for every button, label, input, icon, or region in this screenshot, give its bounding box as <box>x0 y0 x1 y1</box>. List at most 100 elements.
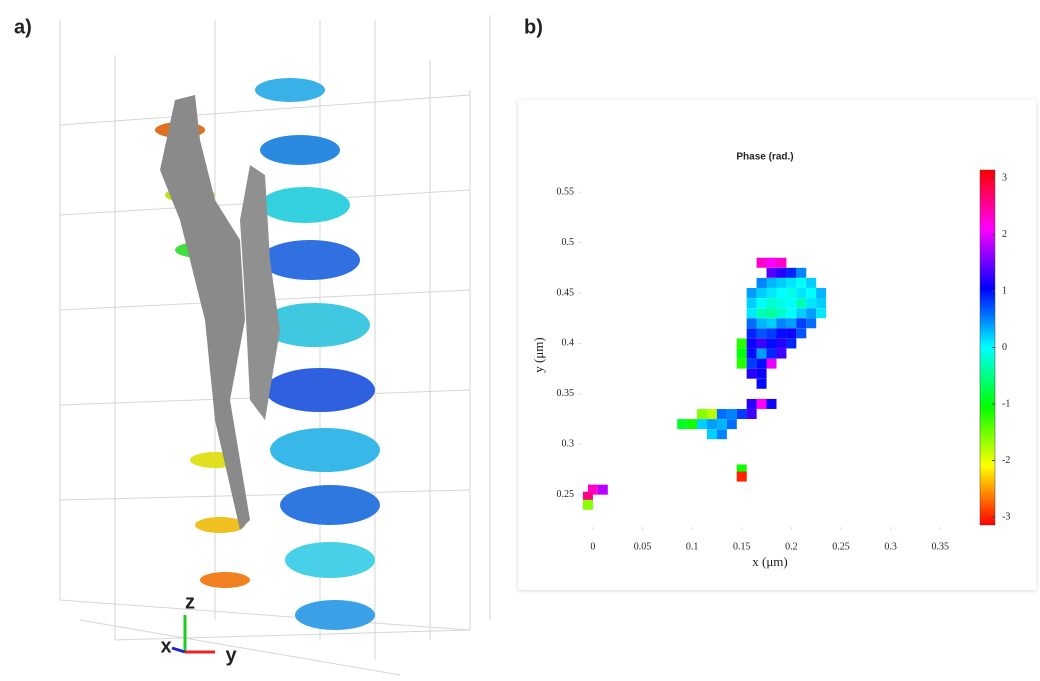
heatmap-cell <box>776 277 787 288</box>
heatmap-cell <box>816 308 827 319</box>
heatmap-cell <box>756 398 767 409</box>
y-tick-label: 0.45 <box>557 287 575 298</box>
colorbar-tick-label: 3 <box>1002 172 1007 183</box>
heatmap-cell <box>756 318 767 329</box>
x-tick-label: 0.05 <box>634 541 652 552</box>
heatmap-cell <box>716 429 727 440</box>
heatmap-cell <box>756 358 767 369</box>
heatmap-cell <box>796 298 807 309</box>
heatmap-cell <box>776 288 787 299</box>
heatmap-cell <box>706 419 717 430</box>
heatmap-cell <box>736 358 747 369</box>
heatmap-cell <box>776 318 787 329</box>
heatmap-cell <box>706 429 717 440</box>
heatmap-cell <box>776 338 787 349</box>
heatmap-cell <box>766 257 777 268</box>
heatmap-cell <box>786 298 797 309</box>
heatmap-cell <box>816 298 827 309</box>
heatmap-cell <box>786 288 797 299</box>
heatmap-cell <box>726 419 737 430</box>
heatmap-cell <box>786 318 797 329</box>
heatmap-cell <box>582 499 593 510</box>
heatmap-cell <box>786 338 797 349</box>
panel-label: a) <box>14 16 32 38</box>
colorbar-tick-label: -2 <box>1002 455 1010 466</box>
3d-slices <box>155 78 380 630</box>
heatmap-cell <box>796 288 807 299</box>
heatmap-cell <box>697 409 708 420</box>
y-tick-label: 0.55 <box>557 186 575 197</box>
heatmap-cell <box>766 277 777 288</box>
heatmap-cell <box>796 308 807 319</box>
y-tick-label: 0.25 <box>557 489 575 500</box>
colorbar-tick-label: 0 <box>1002 342 1007 353</box>
heatmap-cell <box>786 308 797 319</box>
heatmap-cell <box>756 277 767 288</box>
y-tick-label: 0.35 <box>557 388 575 399</box>
heatmap-cell <box>776 298 787 309</box>
x-axis-label: x (μm) <box>752 554 788 569</box>
heatmap-cell <box>796 328 807 339</box>
heatmap-cell <box>716 409 727 420</box>
heatmap-cell <box>756 328 767 339</box>
heatmap-cell <box>746 288 757 299</box>
heatmap-cell <box>786 328 797 339</box>
x-tick-label: 0.1 <box>686 541 699 552</box>
heatmap-cell <box>746 318 757 329</box>
heatmap-cell <box>756 288 767 299</box>
heatmap-cell <box>716 419 727 430</box>
heatmap-cell <box>806 318 817 329</box>
heatmap-cell <box>746 328 757 339</box>
heatmap-cell <box>776 348 787 359</box>
triad-label: z <box>185 591 195 613</box>
heatmap-cell <box>776 267 787 278</box>
heatmap-cell <box>746 409 757 420</box>
x-tick-label: 0.3 <box>884 541 897 552</box>
x-tick-label: 0.2 <box>785 541 798 552</box>
chart-title: Phase (rad.) <box>736 152 793 163</box>
colorbar-tick-label: -3 <box>1002 511 1010 522</box>
heatmap-cell <box>736 348 747 359</box>
heatmap-cell <box>746 298 757 309</box>
heatmap-cell <box>756 378 767 389</box>
heatmap-cell <box>766 328 777 339</box>
heatmap-cell <box>766 358 777 369</box>
x-tick-label: 0.25 <box>832 541 850 552</box>
heatmap-cell <box>796 318 807 329</box>
heatmap-cell <box>756 338 767 349</box>
x-tick-label: 0.15 <box>733 541 751 552</box>
heatmap-cell <box>746 348 757 359</box>
heatmap-cell <box>786 267 797 278</box>
heatmap-cell <box>736 464 747 475</box>
panel-label: b) <box>524 16 543 38</box>
heatmap-cell <box>766 298 777 309</box>
heatmap-cell <box>726 409 737 420</box>
heatmap-cell <box>706 409 717 420</box>
x-tick-label: 0 <box>590 541 595 552</box>
heatmap-cell <box>736 409 747 420</box>
heatmap-cell <box>816 288 827 299</box>
y-tick-label: 0.3 <box>562 439 575 450</box>
heatmap-cell <box>806 277 817 288</box>
triad-label: y <box>225 644 237 666</box>
heatmap-cell <box>746 358 757 369</box>
heatmap-cell <box>806 288 817 299</box>
heatmap-cell <box>766 338 777 349</box>
heatmap-cell <box>806 308 817 319</box>
triad-label: x <box>160 635 171 657</box>
heatmap-cell <box>756 298 767 309</box>
3d-grid <box>59 15 491 676</box>
heatmap-cell <box>756 257 767 268</box>
heatmap-cell <box>776 257 787 268</box>
heatmap-cell <box>786 277 797 288</box>
heatmap-cell <box>677 419 688 430</box>
heatmap-cell <box>766 267 777 278</box>
heatmap-cell <box>582 491 593 502</box>
colorbar-tick-label: 2 <box>1002 229 1007 240</box>
heatmap-cell <box>766 288 777 299</box>
heatmap-cell <box>806 298 817 309</box>
heatmap-cell <box>587 484 598 495</box>
heatmap-cell <box>756 348 767 359</box>
